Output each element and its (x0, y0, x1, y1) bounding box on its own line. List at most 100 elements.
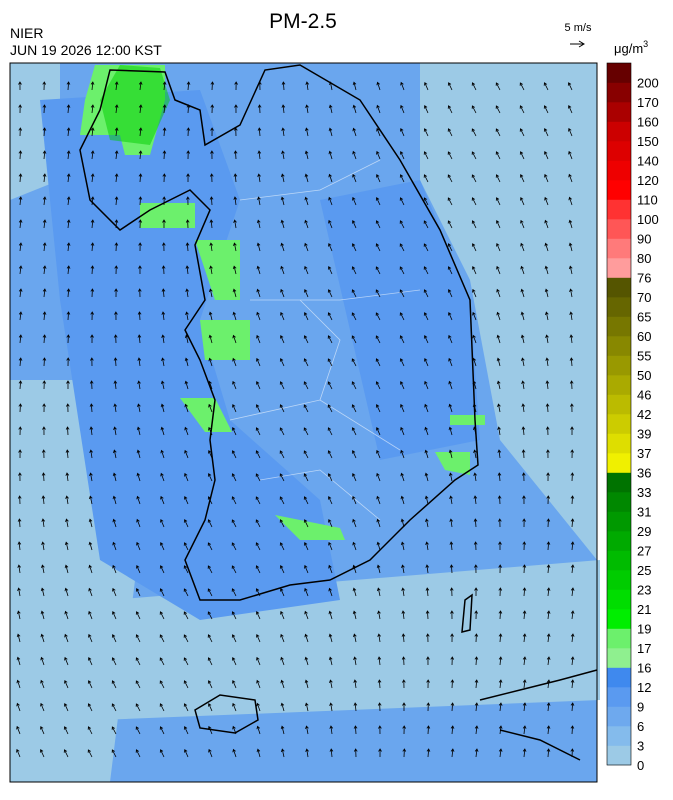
wind-arrow (450, 702, 455, 712)
wind-arrow (521, 449, 526, 459)
wind-arrow (40, 702, 45, 712)
wind-arrow (304, 656, 309, 666)
wind-arrow (377, 610, 381, 620)
wind-arrow (160, 403, 165, 413)
wind-arrow (207, 703, 213, 712)
wind-arrow (570, 725, 575, 735)
wind-arrow (162, 104, 167, 114)
wind-arrow (16, 725, 21, 735)
wind-arrow (495, 105, 501, 114)
wind-arrow (353, 725, 358, 735)
wind-arrow (208, 426, 213, 436)
wind-arrow (136, 541, 141, 551)
wind-arrow (256, 702, 261, 712)
wind-arrow (89, 380, 94, 390)
wind-arrow (185, 311, 189, 321)
wind-arrow (184, 334, 189, 344)
wind-arrow (400, 541, 405, 551)
wind-arrow (231, 611, 237, 620)
wind-arrow (233, 150, 238, 160)
wind-arrow (352, 564, 357, 574)
wind-arrow (41, 564, 45, 574)
wind-arrow (471, 197, 477, 206)
wind-arrow (18, 426, 23, 436)
wind-arrow (423, 220, 429, 229)
wind-arrow (183, 588, 189, 597)
wind-arrow (352, 150, 357, 160)
wind-arrow (570, 472, 575, 482)
wind-arrow (111, 634, 117, 643)
wind-arrow (66, 311, 71, 321)
wind-arrow (569, 311, 573, 321)
wind-arrow (257, 81, 262, 91)
wind-arrow (18, 173, 23, 183)
wind-arrow (18, 242, 23, 252)
wind-arrow (256, 679, 261, 689)
wind-arrow (376, 449, 381, 459)
wind-arrow (39, 749, 45, 758)
wind-arrow (471, 82, 477, 91)
colorbar-label: 46 (637, 388, 651, 403)
wind-arrow (303, 519, 309, 528)
wind-arrow (88, 633, 93, 643)
wind-arrow (137, 403, 141, 413)
wind-arrow (303, 335, 309, 344)
wind-arrow (255, 427, 261, 436)
wind-arrow (207, 473, 213, 482)
wind-arrow (303, 358, 309, 367)
wind-arrow (520, 196, 525, 206)
wind-arrow (450, 725, 455, 735)
wind-arrow (352, 81, 357, 91)
wind-arrow (160, 472, 165, 482)
wind-arrow (328, 587, 333, 597)
wind-arrow (234, 81, 238, 91)
wind-arrow (474, 725, 479, 735)
wind-arrow (159, 634, 165, 643)
wind-arrow (256, 357, 261, 367)
wind-arrow (18, 104, 22, 114)
wind-arrow (570, 449, 575, 459)
wind-arrow (41, 472, 46, 482)
wind-arrow (183, 519, 189, 528)
wind-arrow (186, 150, 191, 160)
wind-arrow (114, 104, 119, 114)
wind-arrow (351, 220, 357, 229)
wind-arrow (183, 726, 189, 735)
wind-arrow (138, 150, 143, 160)
wind-arrow (209, 219, 214, 229)
wind-scale-arrow-head (578, 40, 585, 48)
wind-arrow (232, 380, 237, 390)
wind-arrow (376, 564, 381, 574)
wind-arrow (352, 610, 357, 620)
wind-arrow (546, 518, 551, 528)
wind-arrow (111, 749, 117, 758)
wind-arrow (159, 749, 165, 758)
wind-arrow (112, 587, 117, 597)
wind-arrow (351, 312, 357, 321)
wind-arrow (40, 587, 45, 597)
wind-arrow (351, 358, 357, 367)
wind-arrow (65, 449, 70, 459)
wind-arrow (327, 312, 333, 321)
wind-arrow (401, 610, 406, 620)
wind-arrow (376, 495, 381, 505)
wind-arrow (425, 518, 429, 528)
wind-arrow (570, 610, 575, 620)
colorbar-bin (607, 297, 631, 317)
wind-arrow (399, 381, 405, 390)
wind-arrow (90, 357, 94, 367)
wind-arrow (522, 633, 527, 643)
colorbar-bin (607, 180, 631, 200)
wind-arrow (328, 127, 333, 137)
wind-arrow (257, 150, 262, 160)
wind-arrow (304, 219, 309, 229)
wind-arrow (353, 633, 357, 643)
wind-arrow (16, 702, 21, 712)
wind-arrow (351, 243, 357, 252)
wind-arrow (135, 588, 141, 597)
wind-arrow (568, 242, 573, 252)
wind-arrow (136, 449, 141, 459)
wind-arrow (64, 656, 69, 666)
colorbar-bin (607, 336, 631, 356)
wind-arrow (568, 196, 573, 206)
